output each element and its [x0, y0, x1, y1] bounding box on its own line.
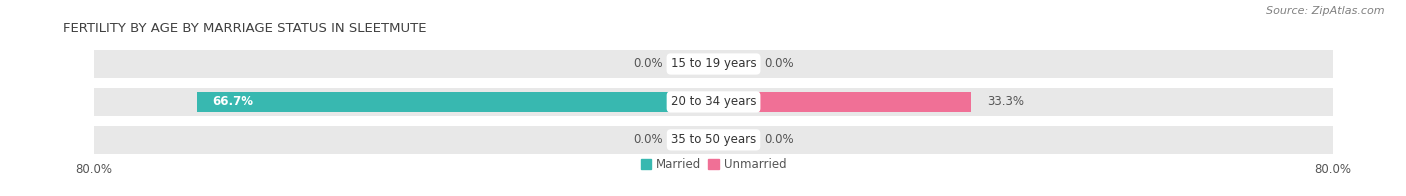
- Text: 0.0%: 0.0%: [634, 133, 664, 146]
- Text: Source: ZipAtlas.com: Source: ZipAtlas.com: [1267, 6, 1385, 16]
- Legend: Married, Unmarried: Married, Unmarried: [636, 153, 792, 176]
- Bar: [94, 126, 1333, 153]
- Text: 66.7%: 66.7%: [212, 95, 253, 108]
- Text: 15 to 19 years: 15 to 19 years: [671, 57, 756, 71]
- Text: 0.0%: 0.0%: [763, 57, 793, 71]
- Bar: [713, 54, 752, 74]
- Bar: [713, 130, 752, 150]
- Bar: [713, 92, 972, 112]
- Text: 20 to 34 years: 20 to 34 years: [671, 95, 756, 108]
- Text: FERTILITY BY AGE BY MARRIAGE STATUS IN SLEETMUTE: FERTILITY BY AGE BY MARRIAGE STATUS IN S…: [63, 22, 427, 35]
- Text: 33.3%: 33.3%: [987, 95, 1024, 108]
- Text: 35 to 50 years: 35 to 50 years: [671, 133, 756, 146]
- Bar: [197, 92, 713, 112]
- Text: 0.0%: 0.0%: [634, 57, 664, 71]
- Bar: [675, 130, 713, 150]
- Bar: [94, 88, 1333, 116]
- Text: 0.0%: 0.0%: [763, 133, 793, 146]
- Bar: [675, 54, 713, 74]
- Bar: [94, 50, 1333, 78]
